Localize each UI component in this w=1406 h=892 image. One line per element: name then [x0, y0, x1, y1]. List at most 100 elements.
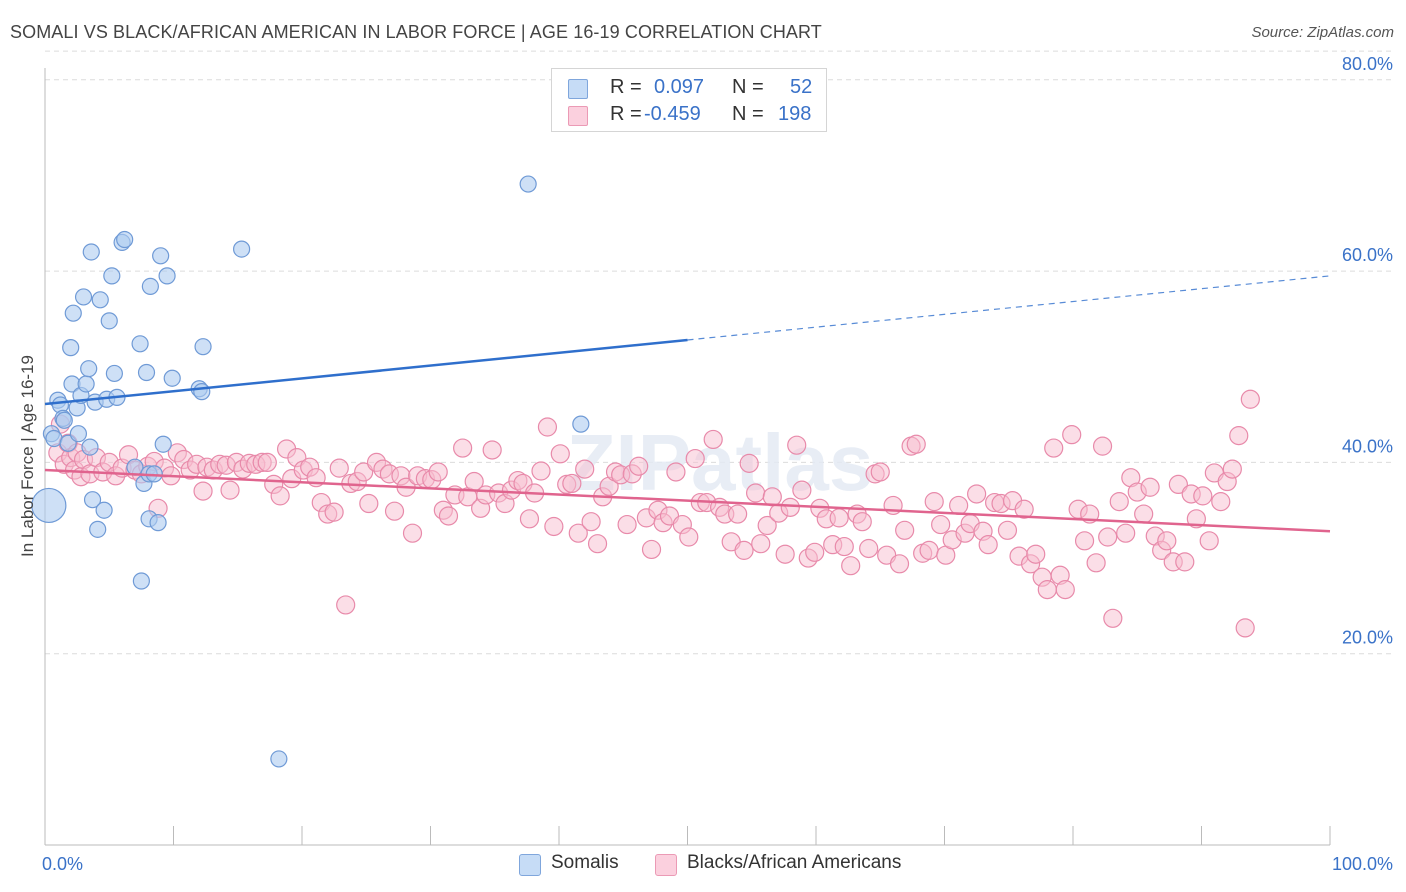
black-point [537, 417, 558, 437]
x-tick-label: 0.0% [42, 854, 83, 874]
black-point [997, 520, 1018, 540]
black-point [829, 508, 849, 528]
y-axis-label: In Labor Force | Age 16-19 [18, 355, 37, 557]
black-point [1103, 608, 1123, 628]
r-value: -0.459 [644, 103, 701, 125]
black-point [1140, 477, 1160, 497]
black-point [1055, 580, 1075, 600]
black-swatch [568, 106, 588, 126]
black-point [728, 504, 748, 524]
black-point [762, 487, 782, 507]
y-tick-label: 60.0% [1342, 245, 1393, 265]
somali-point [77, 375, 95, 393]
black-point [931, 514, 951, 535]
black-point [1199, 531, 1219, 551]
legend-row-somali: R = 0.097 N = 52 [552, 75, 826, 101]
somali-point [81, 438, 99, 456]
somali-point [116, 230, 134, 249]
somali-point [233, 240, 251, 258]
somali-point [193, 383, 211, 401]
somali-point [31, 487, 67, 524]
chart-title: SOMALI VS BLACK/AFRICAN AMERICAN IN LABO… [10, 22, 822, 42]
black-point [1086, 553, 1106, 573]
black-swatch [655, 854, 677, 876]
somali-trend-line [44, 338, 688, 406]
black-point [550, 444, 570, 464]
black-point [482, 440, 502, 460]
somali-point [80, 360, 98, 378]
black-point [568, 523, 588, 543]
black-point [746, 483, 766, 503]
black-point [787, 435, 807, 455]
somali-point [89, 520, 107, 538]
black-point [641, 539, 662, 560]
black-point [889, 554, 910, 574]
black-point [780, 497, 800, 517]
trend-lines [44, 275, 1331, 533]
black-point [257, 452, 277, 472]
r-label: R = [610, 103, 642, 125]
black-point [775, 544, 795, 564]
black-point [519, 509, 540, 529]
somali-point [131, 335, 149, 353]
somali-swatch [568, 79, 588, 99]
somali-point [270, 750, 288, 768]
somali-point [572, 415, 590, 433]
black-point [587, 534, 608, 554]
source-label: Source: ZipAtlas.com [1251, 24, 1394, 41]
somali-point [163, 369, 181, 387]
black-point [870, 462, 890, 482]
black-point [384, 501, 405, 521]
black-point [193, 481, 213, 501]
n-label: N = [732, 103, 764, 125]
y-tick-label: 20.0% [1342, 628, 1393, 648]
r-label: R = [610, 76, 642, 98]
somali-point [83, 491, 102, 509]
black-point [617, 514, 637, 535]
black-point [1044, 438, 1064, 458]
somali-point [149, 514, 167, 532]
stats-legend: R = 0.097 N = 52 R = -0.459 N = 198 [551, 68, 827, 132]
black-point [544, 516, 564, 537]
black-point [402, 523, 423, 543]
black-point [1229, 426, 1249, 446]
black-point [575, 459, 595, 479]
n-value: 52 [790, 76, 813, 98]
black-point [852, 512, 872, 532]
somali-point [82, 243, 100, 261]
black-point [834, 536, 854, 557]
black-point [1134, 504, 1154, 524]
black-point [751, 534, 771, 554]
r-value: 0.097 [654, 76, 705, 98]
black-point [679, 527, 699, 547]
black-trend-line [44, 468, 1331, 533]
somali-point [137, 363, 156, 382]
somali-point [103, 267, 121, 285]
black-point [1109, 492, 1129, 512]
somali-point [74, 288, 93, 306]
black-point [1240, 389, 1260, 409]
y-tick-label: 80.0% [1342, 54, 1393, 74]
somali-swatch [519, 854, 541, 876]
n-label: N = [732, 76, 764, 98]
somali-point [105, 364, 123, 383]
black-point [792, 480, 812, 500]
somali-point [154, 435, 172, 453]
somali-point [55, 411, 73, 429]
somali-point [64, 304, 82, 322]
black-point [270, 486, 290, 506]
black-point [1116, 523, 1136, 543]
black-point [895, 520, 915, 540]
black-point [354, 462, 374, 482]
black-point [666, 462, 686, 482]
black-point [324, 502, 344, 522]
somali-point [95, 501, 113, 519]
black-point [949, 495, 969, 516]
somali-point [194, 338, 212, 356]
black-point [919, 540, 939, 560]
x-tick-label: 100.0% [1332, 854, 1393, 874]
black-point [734, 540, 754, 560]
somali-point [158, 267, 176, 285]
black-point [1168, 474, 1188, 494]
black-point [805, 542, 825, 562]
